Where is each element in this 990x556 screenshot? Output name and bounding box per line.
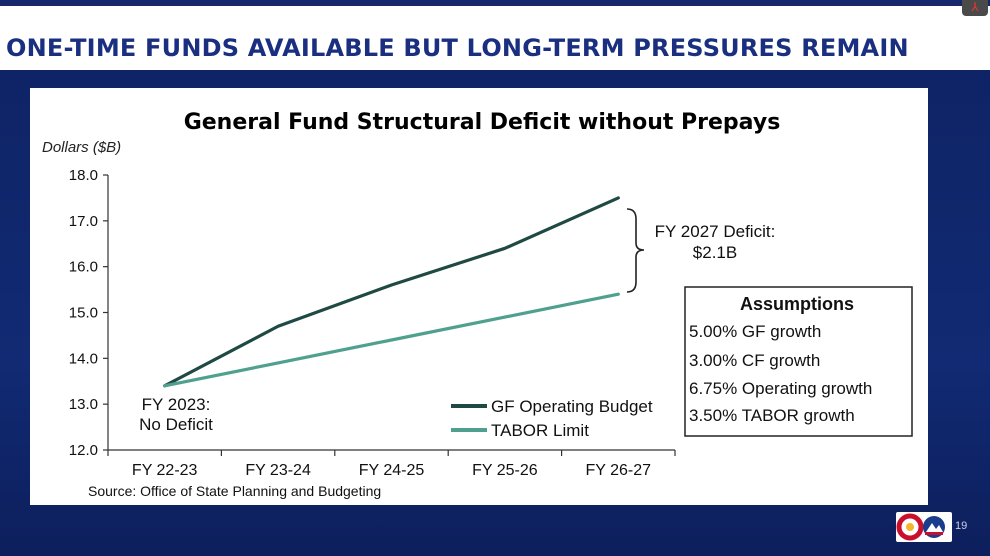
assumption-item: 3.00% CF growth bbox=[689, 351, 820, 370]
header-band bbox=[0, 6, 990, 70]
x-tick-label: FY 26-27 bbox=[586, 462, 652, 479]
assumption-item: 6.75% Operating growth bbox=[689, 379, 872, 398]
series-line-gf-operating-budget bbox=[163, 196, 620, 388]
legend: GF Operating Budget TABOR Limit bbox=[451, 397, 653, 440]
chart-panel: General Fund Structural Deficit without … bbox=[30, 88, 928, 505]
y-tick-label: 17.0 bbox=[69, 213, 98, 230]
y-tick-label: 16.0 bbox=[69, 259, 98, 276]
assumptions-box: Assumptions 5.00% GF growth 3.00% CF gro… bbox=[684, 286, 913, 437]
deficit-annotation-line2: $2.1B bbox=[693, 243, 737, 262]
x-tick-label: FY 24-25 bbox=[359, 462, 425, 479]
x-tick-label: FY 22-23 bbox=[132, 462, 198, 479]
pdf-icon[interactable]: ⅄ bbox=[962, 0, 988, 16]
y-tick-label: 13.0 bbox=[69, 396, 98, 413]
page-number: 19 bbox=[955, 520, 968, 532]
slide-title: ONE-TIME FUNDS AVAILABLE BUT LONG-TERM P… bbox=[6, 34, 909, 62]
axes: 12.0 13.0 14.0 15.0 16.0 17.0 18.0 FY 22-23 FY 2… bbox=[69, 167, 676, 479]
top-strip bbox=[0, 0, 990, 6]
x-tick-label: FY 23-24 bbox=[245, 462, 311, 479]
chart-title: General Fund Structural Deficit without … bbox=[184, 110, 781, 135]
y-axis-label: Dollars ($B) bbox=[42, 139, 121, 156]
legend-label-tabor: TABOR Limit bbox=[491, 421, 589, 440]
y-tick-label: 15.0 bbox=[69, 305, 98, 322]
colorado-logo-icon bbox=[896, 513, 945, 541]
deficit-annotation-line1: FY 2027 Deficit: bbox=[655, 222, 776, 241]
legend-label-gf: GF Operating Budget bbox=[491, 397, 653, 416]
start-annotation-line2: No Deficit bbox=[139, 415, 213, 434]
assumption-item: 5.00% GF growth bbox=[689, 322, 821, 341]
assumptions-title: Assumptions bbox=[740, 294, 854, 314]
x-tick-label: FY 25-26 bbox=[472, 462, 538, 479]
series-line-tabor-limit bbox=[163, 292, 620, 388]
y-tick-label: 12.0 bbox=[69, 442, 98, 459]
colorado-logo bbox=[896, 512, 952, 542]
assumption-item: 3.50% TABOR growth bbox=[689, 406, 855, 425]
deficit-bracket bbox=[626, 208, 645, 293]
y-tick-label: 14.0 bbox=[69, 350, 98, 367]
start-annotation-line1: FY 2023: bbox=[142, 395, 211, 414]
source-note: Source: Office of State Planning and Bud… bbox=[88, 483, 381, 499]
y-tick-label: 18.0 bbox=[69, 167, 98, 184]
series-lines bbox=[163, 196, 620, 388]
line-chart: General Fund Structural Deficit without … bbox=[42, 110, 913, 499]
